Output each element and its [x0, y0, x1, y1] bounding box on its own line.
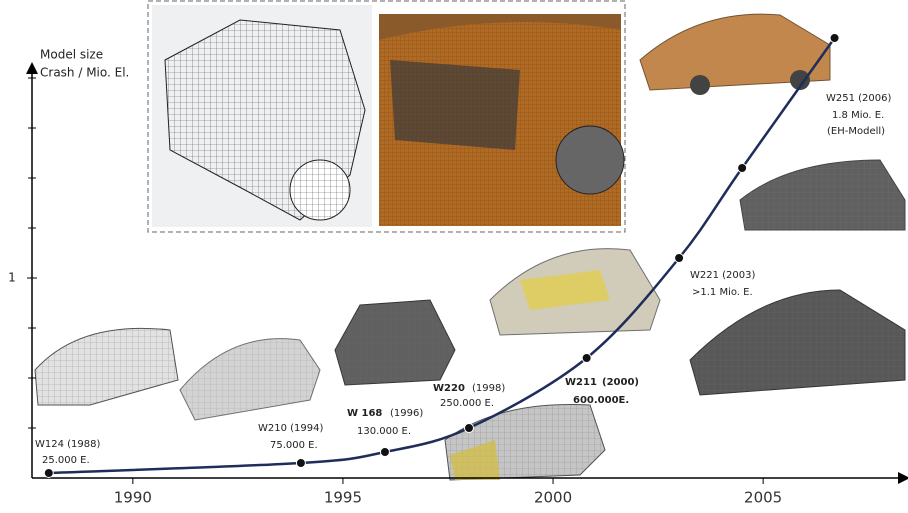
- annotation: W 168: [347, 408, 382, 419]
- annotation: 25.000 E.: [42, 455, 90, 466]
- x-tick-label: 1995: [324, 489, 362, 507]
- data-point: [43, 468, 54, 478]
- annotation: (EH-Modell): [827, 126, 885, 137]
- annotation: W124 (1988): [35, 439, 101, 450]
- annotation: 1.8 Mio. E.: [832, 110, 884, 121]
- x-tick-label: 2005: [744, 489, 782, 507]
- annotation: 250.000 E.: [440, 398, 494, 409]
- x-tick-label: 2000: [534, 489, 572, 507]
- data-point: [829, 33, 840, 43]
- annotation: 130.000 E.: [357, 426, 411, 437]
- data-point: [581, 353, 592, 363]
- y-axis-label: Model size: [40, 48, 103, 62]
- annotation: (1998): [472, 383, 505, 394]
- annotation: W220: [433, 383, 465, 394]
- data-point: [674, 253, 685, 263]
- y-tick-label: 1: [8, 271, 16, 285]
- data-point: [295, 458, 306, 468]
- annotation: W251 (2006): [826, 93, 892, 104]
- annotation: >1.1 Mio. E.: [692, 287, 753, 298]
- y-axis-label: Crash / Mio. El.: [40, 66, 129, 80]
- annotation: W221 (2003): [690, 270, 756, 281]
- x-tick-label: 1990: [114, 489, 152, 507]
- illustrations: [34, 0, 906, 481]
- annotation: W210 (1994): [258, 423, 324, 434]
- data-point: [737, 163, 748, 173]
- data-point: [379, 447, 390, 457]
- annotation: 75.000 E.: [270, 440, 318, 451]
- annotation: W211: [565, 377, 597, 388]
- annotation: 600.000E.: [573, 395, 629, 406]
- annotation: (1996): [390, 408, 423, 419]
- annotation: (2000): [602, 377, 639, 388]
- data-point: [464, 423, 474, 433]
